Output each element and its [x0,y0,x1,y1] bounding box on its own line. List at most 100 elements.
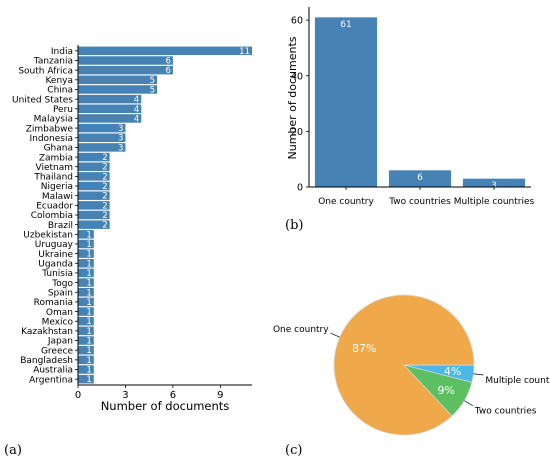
data-label: 4 [134,114,139,124]
bar [78,152,110,162]
data-label: 5 [150,85,155,95]
bar [314,17,378,187]
bar [78,259,94,268]
category-label: Ukraine [38,250,73,260]
bar [78,133,126,142]
leader-line [473,373,484,376]
category-label: Uruguay [35,240,74,250]
bar [78,114,142,123]
category-label: Kazakhstan [21,327,73,337]
category-label: Indonesia [29,134,73,144]
y-tick-label: 40 [291,71,303,82]
data-label: 1 [86,375,91,385]
panel-label-c: (c) [285,443,302,458]
bar [78,249,94,258]
category-label: Greece [41,346,73,356]
category-label: Tanzania [33,57,73,67]
data-label: 1 [86,337,91,347]
bar [78,365,94,374]
data-label: 4 [134,95,139,105]
category-label: Ghana [44,144,73,154]
data-label: 2 [102,163,107,173]
slice-label: 87% [352,342,376,355]
slice-label: 4% [444,365,461,378]
data-label: 1 [86,317,91,327]
category-label: Colombia [31,211,73,221]
slice-label: 9% [437,384,454,397]
x-tick-label: 3 [122,390,128,401]
slice-category-label: Two countries [474,407,537,417]
category-label: China [47,86,73,96]
bar [78,239,94,249]
bar [78,336,94,345]
bar [78,65,173,75]
data-label: 2 [102,192,107,202]
slice-category-label: One country [273,325,329,335]
bar [78,143,126,152]
bar [78,46,252,56]
bar [78,345,94,355]
bar [78,326,94,336]
data-label: 5 [150,76,155,86]
x-tick-label: 6 [170,390,176,401]
bar [78,268,94,278]
panel-label-a: (a) [4,443,22,458]
leader-line [464,400,474,407]
bar [78,191,110,200]
data-label: 3 [118,134,123,144]
data-label: 1 [86,240,91,250]
category-label: Malawi [42,192,73,202]
data-label: 1 [86,269,91,279]
slice-category-label: Multiple countries [485,376,550,386]
bar [78,85,158,94]
data-label: 1 [86,288,91,298]
data-label: 4 [134,105,139,115]
bar [78,220,110,229]
category-label: Oman [46,308,73,318]
data-label: 1 [86,250,91,260]
category-label: United States [12,95,73,105]
data-label: 1 [86,230,91,240]
y-tick-label: 0 [297,183,303,194]
y-tick-label: 20 [291,127,303,138]
leader-line [330,332,340,338]
category-label: Argentina [29,375,73,385]
bar [78,374,94,384]
category-label: Malaysia [34,115,73,125]
y-axis-title: Number of documents [286,36,299,159]
category-label: Zimbabwe [26,124,74,134]
pie-slice [333,294,475,436]
data-label: 6 [165,66,170,76]
category-label: Brazil [48,221,73,231]
bar [78,230,94,239]
category-label: Bangladesh [20,356,73,366]
data-label: 11 [239,47,250,57]
bar [78,104,142,114]
category-label: Vietnam [35,163,73,173]
x-tick-label: 0 [75,390,81,401]
category-label: Togo [51,279,73,289]
category-label: Romania [34,298,73,308]
bar [78,307,94,316]
bar [78,94,142,104]
data-label: 3 [118,124,123,134]
bar [78,162,110,171]
bar [78,278,94,287]
data-label: 2 [102,182,107,192]
category-label: India [51,47,73,57]
category-label: Two countries [388,197,451,207]
data-label: 1 [86,279,91,289]
category-label: Kenya [45,76,73,86]
bar [462,178,526,187]
bar [78,172,110,181]
data-label: 6 [417,173,423,183]
bar [78,288,94,297]
data-label: 1 [86,259,91,269]
data-label: 1 [86,298,91,308]
bar [78,181,110,191]
data-label: 2 [102,201,107,211]
category-label: Tunisia [41,269,73,279]
bar [78,56,173,65]
